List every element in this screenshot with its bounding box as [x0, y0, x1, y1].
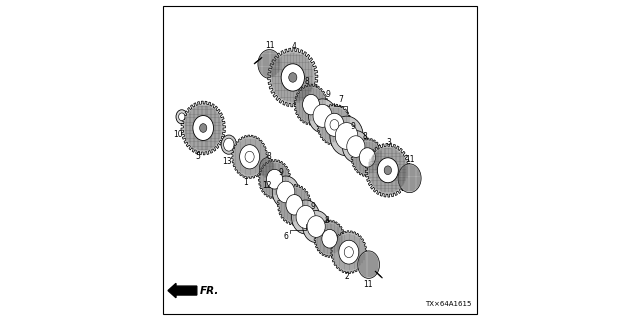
Ellipse shape: [221, 135, 237, 154]
Text: TX×64A1615: TX×64A1615: [425, 301, 471, 307]
Polygon shape: [398, 164, 421, 193]
Text: 7: 7: [339, 95, 343, 104]
Text: 12: 12: [262, 181, 272, 190]
Ellipse shape: [344, 247, 353, 258]
Ellipse shape: [307, 216, 325, 237]
Ellipse shape: [324, 113, 344, 136]
Polygon shape: [331, 231, 367, 274]
Ellipse shape: [378, 158, 398, 183]
Ellipse shape: [359, 148, 376, 167]
Ellipse shape: [292, 200, 320, 234]
Text: 2: 2: [345, 272, 349, 281]
Polygon shape: [259, 159, 291, 199]
Ellipse shape: [281, 64, 305, 91]
Ellipse shape: [266, 169, 283, 189]
Ellipse shape: [179, 113, 185, 121]
Polygon shape: [314, 220, 345, 257]
Ellipse shape: [296, 205, 315, 228]
Polygon shape: [258, 50, 281, 78]
Ellipse shape: [245, 151, 254, 162]
Ellipse shape: [289, 73, 297, 82]
Text: 5: 5: [195, 152, 200, 161]
Ellipse shape: [313, 104, 332, 127]
Ellipse shape: [339, 240, 359, 264]
Ellipse shape: [335, 123, 358, 149]
Ellipse shape: [308, 99, 337, 133]
Ellipse shape: [200, 124, 207, 132]
Text: 10: 10: [173, 130, 182, 139]
FancyArrow shape: [168, 284, 197, 298]
Ellipse shape: [330, 116, 364, 156]
Text: 6: 6: [284, 232, 289, 241]
Text: 9: 9: [278, 168, 284, 177]
Text: FR.: FR.: [200, 286, 220, 296]
Ellipse shape: [384, 166, 392, 175]
Polygon shape: [351, 138, 383, 177]
Text: 8: 8: [362, 132, 367, 141]
Text: 9: 9: [310, 202, 316, 211]
Ellipse shape: [330, 119, 339, 130]
Text: 8: 8: [324, 216, 330, 225]
Text: 11: 11: [266, 41, 275, 50]
Text: 9: 9: [351, 122, 355, 131]
Ellipse shape: [176, 110, 188, 124]
Text: 3: 3: [387, 138, 391, 147]
Polygon shape: [181, 101, 225, 155]
Polygon shape: [278, 184, 311, 225]
Text: 8: 8: [304, 77, 309, 86]
Text: 11: 11: [364, 280, 372, 289]
Text: 8: 8: [266, 152, 271, 161]
Text: 13: 13: [222, 157, 232, 166]
Text: 1: 1: [243, 178, 248, 187]
Text: 11: 11: [406, 156, 415, 164]
Polygon shape: [260, 158, 275, 178]
Ellipse shape: [193, 116, 214, 140]
Polygon shape: [294, 84, 328, 125]
Polygon shape: [232, 135, 268, 179]
Ellipse shape: [303, 94, 319, 115]
Ellipse shape: [276, 181, 295, 203]
Ellipse shape: [239, 145, 260, 169]
Ellipse shape: [303, 211, 330, 243]
Ellipse shape: [347, 136, 365, 157]
Polygon shape: [358, 251, 380, 278]
Ellipse shape: [286, 195, 303, 215]
Ellipse shape: [223, 138, 234, 151]
Polygon shape: [268, 48, 318, 107]
Ellipse shape: [322, 229, 337, 248]
Ellipse shape: [273, 176, 300, 208]
Text: 9: 9: [325, 90, 330, 99]
Text: 4: 4: [291, 42, 296, 51]
Ellipse shape: [342, 131, 369, 163]
Polygon shape: [365, 143, 410, 197]
Polygon shape: [317, 104, 351, 146]
